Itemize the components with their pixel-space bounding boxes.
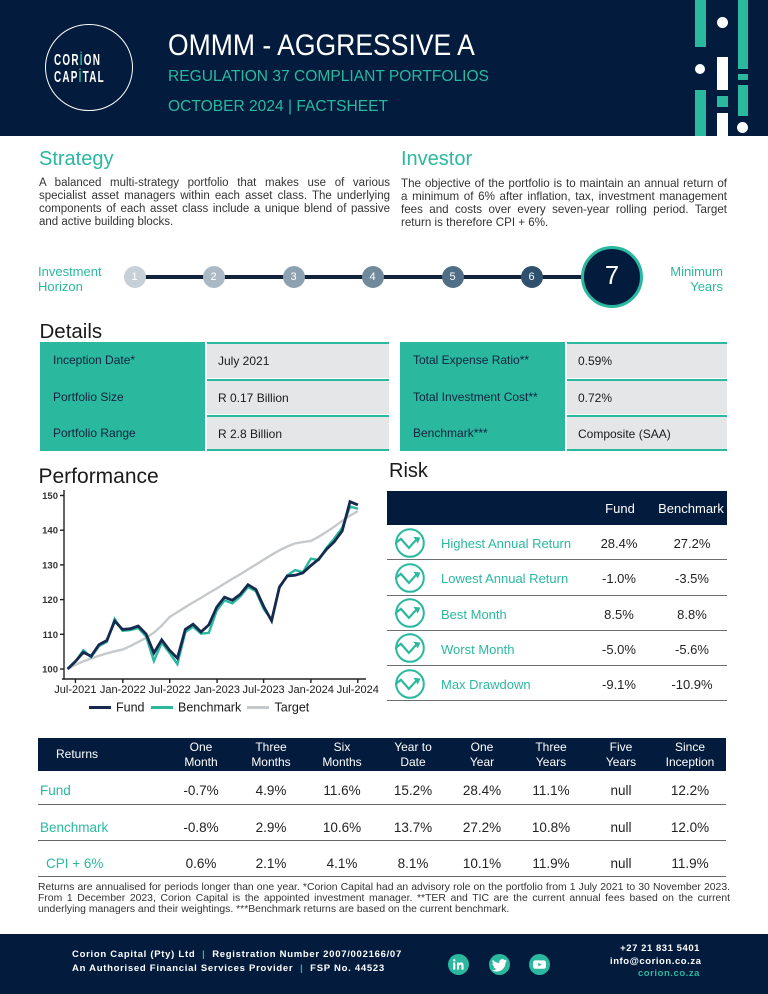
svg-text:Jan-2023: Jan-2023 [194, 684, 240, 696]
svg-text:Jul-2022: Jul-2022 [149, 684, 191, 696]
svg-text:140: 140 [42, 526, 58, 537]
svg-text:130: 130 [42, 560, 58, 571]
svg-text:Jan-2022: Jan-2022 [100, 684, 146, 696]
svg-text:Jul-2024: Jul-2024 [337, 684, 379, 696]
svg-text:110: 110 [43, 630, 58, 641]
svg-text:Target: Target [275, 701, 310, 715]
svg-text:100: 100 [42, 665, 58, 676]
svg-text:Fund: Fund [116, 701, 145, 715]
svg-text:120: 120 [42, 595, 58, 606]
svg-text:Jan-2024: Jan-2024 [288, 684, 334, 696]
svg-text:150: 150 [42, 491, 58, 502]
svg-text:Jul-2021: Jul-2021 [54, 684, 96, 696]
svg-text:Jul-2023: Jul-2023 [242, 684, 284, 696]
svg-text:Benchmark: Benchmark [178, 701, 242, 715]
